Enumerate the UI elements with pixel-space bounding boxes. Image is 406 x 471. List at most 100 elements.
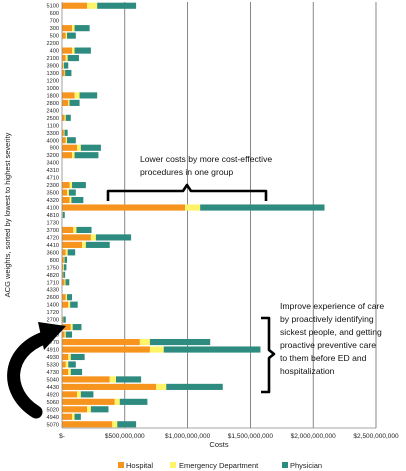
bar-segment-hospital (62, 331, 65, 338)
y-tick-label: 1720 (47, 310, 59, 316)
x-axis-title: Costs (209, 440, 228, 449)
y-tick-label: 4410 (47, 243, 59, 249)
bar-segment-physician (63, 316, 66, 323)
bar-segment-emergency-department (65, 294, 68, 301)
legend-swatch-physician (282, 462, 288, 468)
x-tick-label: $2,500,000,000 (353, 433, 399, 440)
bar-segment-physician (90, 406, 109, 413)
y-tick-label: 1000 (47, 86, 59, 92)
bar-segment-hospital (62, 2, 88, 9)
bar-segment-hospital (62, 152, 73, 159)
bar-segment-emergency-department (63, 256, 65, 263)
y-tick-label: 4940 (47, 415, 59, 421)
y-tick-label: 5100 (47, 4, 59, 10)
bar-segment-emergency-department (72, 152, 75, 159)
y-tick-label: 4910 (47, 348, 59, 354)
bar-segment-emergency-department (67, 189, 69, 196)
y-tick-label: 4320 (47, 198, 59, 204)
bar-segment-physician (166, 383, 223, 390)
bar-segment-physician (67, 137, 76, 144)
y-tick-label: 3600 (47, 250, 59, 256)
bar-segment-emergency-department (74, 92, 80, 99)
y-tick-label: 2700 (47, 318, 59, 324)
bar-segment-physician (70, 368, 83, 376)
bar-segment-hospital (62, 271, 64, 278)
bar-segment-physician (163, 346, 261, 353)
bar-segment-physician (76, 226, 92, 234)
legend-label-hospital: Hospital (126, 461, 153, 470)
bar-segment-physician (67, 249, 76, 256)
y-tick-label: 900 (50, 146, 59, 152)
bar-segment-emergency-department (185, 204, 201, 211)
bar-segment-hospital (62, 413, 73, 420)
y-tick-label: 5020 (47, 407, 59, 413)
bar-segment-hospital (62, 324, 71, 331)
experience-brace (261, 316, 276, 394)
bar-segment-emergency-department (65, 137, 68, 144)
bar-segment-hospital (62, 376, 110, 383)
y-tick-label: 4430 (47, 385, 59, 391)
bar-segment-hospital (62, 391, 78, 398)
gridlines (124, 2, 377, 428)
y-tick-label: 4000 (47, 138, 59, 144)
y-tick-label: 300 (50, 26, 59, 32)
curved-arrow-icon (7, 322, 66, 419)
y-tick-label: 700 (50, 19, 59, 25)
bar-segment-emergency-department (87, 2, 98, 9)
bar-segment-emergency-department (65, 249, 68, 256)
bar-segment-physician (65, 279, 70, 286)
y-tick-label: 4310 (47, 168, 59, 174)
experience-annotation-line-2: by proactively identifying (280, 314, 374, 324)
y-tick-label: 500 (50, 34, 59, 40)
bar-segment-emergency-department (65, 32, 68, 39)
bar-segment-hospital (62, 406, 88, 413)
bar-segment-hospital (62, 182, 70, 189)
bar-segment-emergency-department (63, 264, 64, 271)
bar-segment-physician (67, 294, 73, 301)
bar-segment-hospital (62, 25, 73, 32)
bar-segment-emergency-department (72, 413, 75, 420)
y-tick-label: 2600 (47, 295, 59, 301)
bar-segment-physician (68, 361, 76, 368)
bar-segment-emergency-department (139, 338, 150, 346)
y-tick-label: 3300 (47, 131, 59, 137)
bar-segment-hospital (62, 368, 69, 376)
bar-segment-hospital (62, 189, 68, 196)
bar-segment-hospital (62, 264, 64, 271)
bar-segment-physician (72, 324, 82, 331)
bar-segment-emergency-department (82, 241, 86, 248)
y-tick-label: 4930 (47, 355, 59, 361)
bar-segment-hospital (62, 398, 115, 405)
cost-brace (106, 183, 268, 201)
bar-segment-emergency-department (64, 331, 66, 338)
bar-segment-hospital (62, 353, 69, 361)
bar-segment-hospital (62, 301, 69, 308)
bar-segment-emergency-department (156, 383, 167, 390)
bar-segment-hospital (62, 196, 70, 204)
bar-segment-hospital (62, 204, 186, 211)
bar-segment-hospital (62, 346, 150, 353)
bar-segment-emergency-department (72, 47, 75, 54)
bar-segment-emergency-department (73, 226, 77, 234)
bar-segment-physician (67, 32, 76, 39)
y-tick-label: 1750 (47, 265, 59, 271)
bar-segment-hospital (62, 226, 74, 234)
y-tick-label: 3700 (47, 228, 59, 234)
bar-segment-emergency-department (65, 54, 68, 62)
experience-annotation-line-3: sickest people, and getting (280, 327, 382, 337)
bar-segment-physician (74, 25, 90, 32)
y-tick-label: 1300 (47, 71, 59, 77)
bar-segment-hospital (62, 54, 66, 62)
y-tick-label: 4720 (47, 235, 59, 241)
bar-segment-physician (95, 234, 132, 241)
bar-segment-physician (70, 301, 78, 308)
bar-segment-hospital (62, 256, 64, 263)
y-tick-label: 3200 (47, 153, 59, 159)
x-tick-label: $2,000,000,000 (291, 433, 337, 440)
experience-annotation-line-5: to them before ED and (280, 353, 367, 363)
experience-annotation: Improve experience of care by proactivel… (261, 301, 384, 394)
y-tick-label: 1100 (47, 123, 59, 129)
x-tick-label: $- (59, 433, 65, 440)
